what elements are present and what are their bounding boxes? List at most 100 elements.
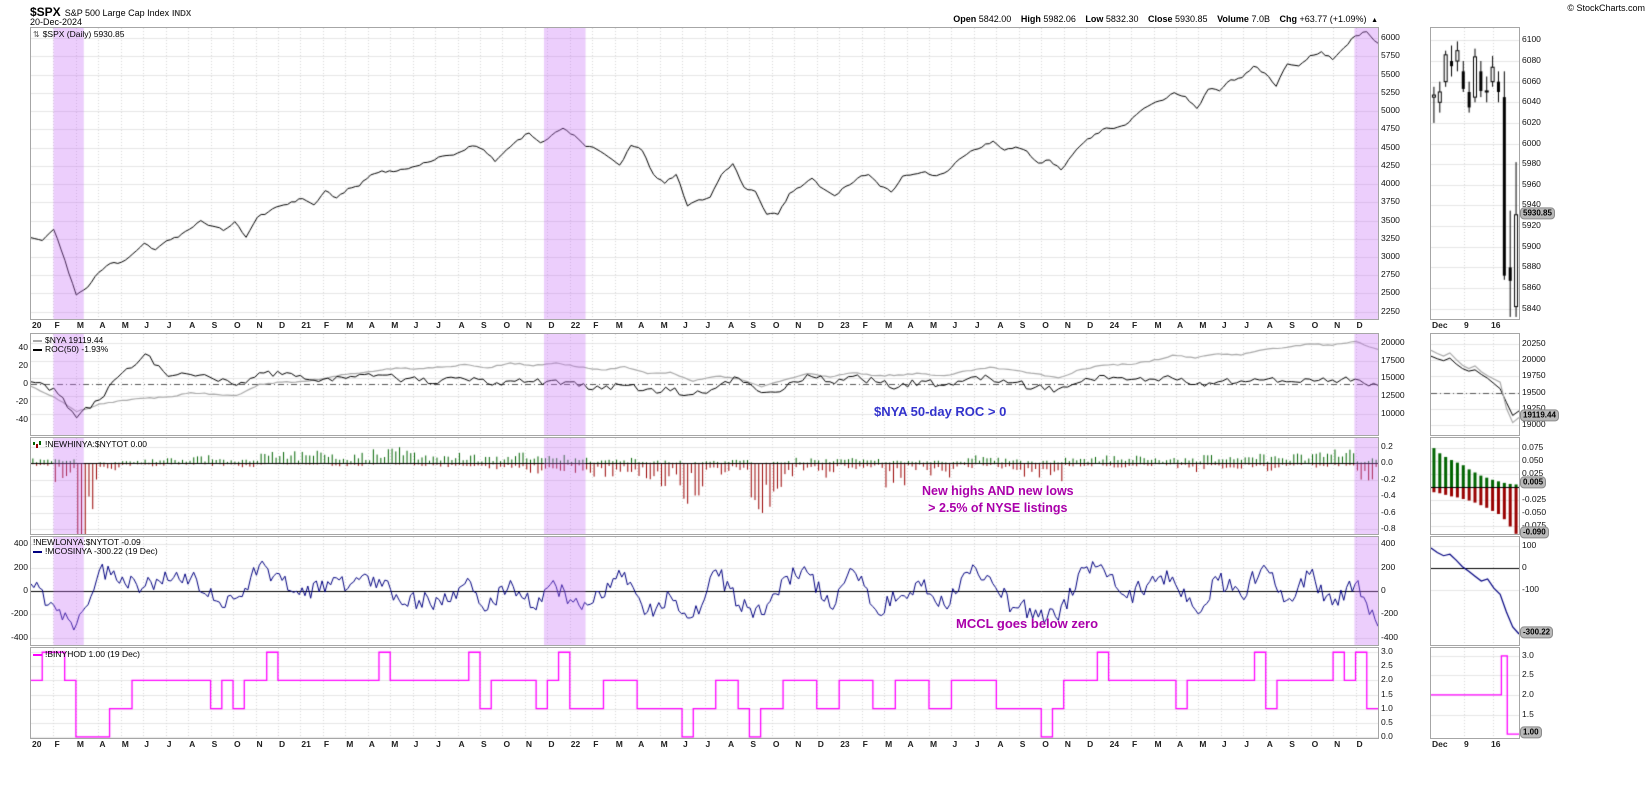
x-axis-label: S (750, 320, 757, 330)
new-highs-last-value-tag: 0.005 (1520, 476, 1547, 489)
y-axis-tick: 5250 (1381, 86, 1400, 97)
new-highs-lows-panel-plot (30, 437, 1379, 535)
x-axis-label: J (952, 739, 958, 749)
exchange-label: INDX (172, 9, 192, 18)
x-axis-label: A (1176, 739, 1184, 749)
x-axis-label: M (76, 739, 84, 749)
y-axis-tick: 17500 (1381, 354, 1405, 365)
x-axis-label: F (593, 739, 599, 749)
x-axis-label: M (1199, 320, 1207, 330)
y-axis-tick: 20 (18, 359, 28, 370)
mcclellan-mini-plot (1430, 536, 1520, 646)
x-axis-label: A (189, 739, 196, 749)
x-axis-label: A (727, 739, 735, 749)
mcclellan-legend-label: !MCOSINYA -300.22 (19 Dec) (45, 546, 158, 556)
y-axis-tick: -0.6 (1381, 506, 1396, 517)
x-axis-label: A (638, 739, 645, 749)
x-axis-label: D (1087, 739, 1094, 749)
x-axis-label: D (817, 739, 824, 749)
y-axis-tick: 4750 (1381, 123, 1400, 134)
binyhod-line-swatch-icon (33, 653, 42, 656)
x-axis-label: A (727, 320, 735, 330)
x-axis-label: M (930, 320, 938, 330)
y-axis-tick: 5840 (1522, 302, 1541, 313)
y-axis-tick: 6000 (1522, 137, 1541, 148)
x-axis-label: J (413, 320, 419, 330)
y-axis-tick: -0.4 (1381, 490, 1396, 501)
nya-last-value-tag: 19119.44 (1520, 409, 1559, 422)
x-axis-label: O (772, 320, 780, 330)
y-axis-tick: -400 (10, 631, 28, 642)
x-axis-label: F (862, 320, 868, 330)
y-axis-tick: 2.0 (1381, 674, 1393, 685)
y-axis-tick: -200 (10, 608, 28, 619)
roc-legend: ROC(50) -1.93% (33, 345, 108, 354)
y-axis-tick: 200 (1381, 561, 1396, 572)
binyhod-mini-plot (1430, 647, 1520, 739)
y-axis-tick: 3.0 (1381, 646, 1393, 657)
y-axis-tick: 400 (1381, 538, 1396, 549)
annotation-mccl: MCCL goes below zero (956, 616, 1099, 631)
x-axis-label: D (548, 739, 555, 749)
y-axis-tick: 0 (1381, 585, 1386, 595)
nya-legend: $NYA 19119.44 (33, 336, 103, 345)
annotation-new-highs-lows: New highs AND new lows > 2.5% of NYSE li… (922, 483, 1074, 517)
y-axis-tick: 19500 (1522, 386, 1546, 397)
y-axis-tick: 5000 (1381, 105, 1400, 116)
y-axis-tick: -400 (1381, 631, 1399, 642)
y-axis-tick: 6080 (1522, 55, 1541, 66)
low-label: Low (1085, 14, 1104, 24)
y-axis-tick: 3250 (1381, 232, 1400, 243)
x-axis-label: J (1221, 739, 1227, 749)
x-axis-label: N (525, 320, 533, 330)
y-axis-tick: 0 (1522, 561, 1527, 572)
binyhod-last-value-tag: 1.00 (1520, 726, 1542, 739)
y-axis-tick: 6000 (1381, 32, 1400, 43)
x-axis-label: F (862, 739, 868, 749)
index-name: S&P 500 Large Cap Index (64, 8, 170, 18)
change-label: Chg (1279, 14, 1297, 24)
y-axis-tick: 5900 (1522, 240, 1541, 251)
x-axis-label: M (660, 320, 668, 330)
x-axis-label: F (1132, 320, 1138, 330)
x-axis-label: D (1356, 320, 1363, 330)
x-axis-label: M (346, 739, 354, 749)
y-axis-tick: -0.075 (1522, 519, 1547, 530)
close-value: 5930.85 (1175, 14, 1208, 24)
new-highs-legend-label: !NEWHINYA:$NYTOT 0.00 (45, 439, 148, 449)
x-axis-label: F (54, 320, 60, 330)
x-axis-label: 21 (301, 320, 311, 330)
y-axis-tick: -100 (1522, 583, 1540, 594)
new-highs-legend: !NEWHINYA:$NYTOT 0.00 (33, 440, 147, 449)
x-axis-label: A (907, 320, 914, 330)
x-axis-label: A (997, 739, 1004, 749)
x-axis-label: N (1064, 739, 1071, 749)
y-axis-tick: 6040 (1522, 96, 1541, 107)
x-axis-label: J (1221, 320, 1227, 330)
roc-line-swatch-icon (33, 348, 42, 351)
y-axis-tick: 400 (13, 538, 28, 549)
x-axis-label: M (930, 739, 938, 749)
mcclellan-legend: !MCOSINYA -300.22 (19 Dec) (33, 547, 158, 556)
x-axis-label: J (144, 739, 149, 749)
binyhod-legend: !BINYHOD 1.00 (19 Dec) (33, 650, 140, 659)
x-axis-label: A (368, 739, 375, 749)
x-axis-label: J (1244, 320, 1250, 330)
copyright: © StockCharts.com (1567, 3, 1645, 13)
y-axis-tick: 6100 (1522, 34, 1541, 45)
x-axis-label: N (256, 739, 263, 749)
annotation-new-highs-lows-line1: New highs AND new lows (922, 484, 1074, 498)
low-value: 5832.30 (1105, 14, 1139, 24)
x-axis-label: A (1266, 320, 1273, 330)
change-value: +63.77 (+1.09%) (1299, 14, 1367, 24)
x-axis-label: M (885, 320, 893, 330)
x-axis-label: M (1154, 320, 1162, 330)
y-axis-tick: 4000 (1381, 178, 1400, 189)
y-axis-tick: 5960 (1522, 178, 1541, 189)
x-axis-label: J (683, 739, 688, 749)
x-axis-label: F (323, 739, 330, 749)
x-axis-label: N (1334, 320, 1341, 330)
mcclellan-panel-plot (30, 536, 1379, 646)
mcclellan-line-swatch-icon (33, 550, 42, 553)
chart-position-icon: ⇅ (33, 30, 40, 39)
